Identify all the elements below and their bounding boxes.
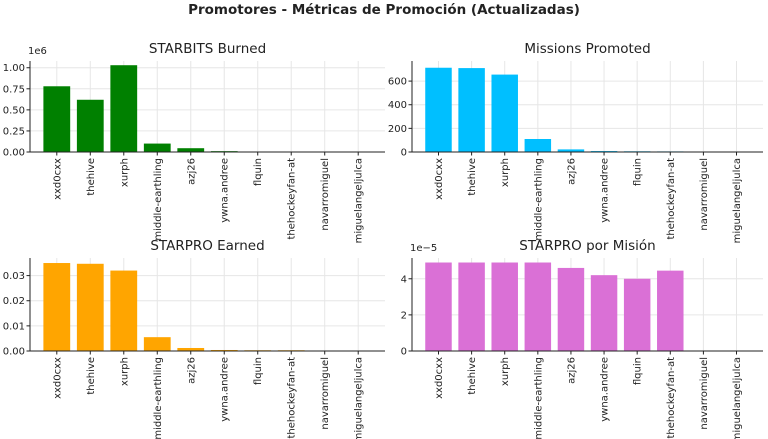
subplot-1: 0.00 0.25 0.50 0.75 1.00 xxd0cxx thehive xurph m…	[3, 41, 385, 243]
bar-xurph	[110, 65, 138, 152]
x-tick-label: thehockeyfan-at	[666, 357, 677, 439]
x-tick-label: flquin	[633, 357, 644, 385]
bar-flquin	[623, 278, 651, 351]
x-tick-label: thehive	[467, 357, 478, 395]
bar-xxd0cxx	[43, 263, 71, 351]
x-tick-label: middle-earthling	[153, 158, 164, 241]
bar-thehockeyfan-at	[657, 270, 684, 351]
subplot-title: Missions Promoted	[524, 41, 650, 57]
x-tick-label: ywna.andree	[220, 357, 231, 422]
x-tick-label: navarromiguel	[320, 158, 331, 231]
x-tick-label: azj26	[186, 158, 197, 185]
y-tick-label: 0.75	[3, 84, 25, 95]
x-tick-label: xurph	[500, 158, 511, 187]
subplot-title: STARPRO por Misión	[519, 238, 656, 254]
x-tick-label: flquin	[633, 158, 644, 186]
x-tick-label: xxd0cxx	[52, 158, 63, 200]
y-tick-label: 0	[401, 347, 407, 358]
bar-middle-earthling	[143, 337, 171, 351]
x-tick-label: azj26	[566, 158, 577, 185]
y-tick-label: 0.03	[3, 271, 25, 282]
bar-azj26	[557, 149, 585, 152]
x-tick-label: xurph	[500, 357, 511, 386]
y-tick-label: 400	[388, 100, 407, 111]
x-tick-label: xxd0cxx	[52, 357, 63, 399]
x-tick-label: azj26	[566, 357, 577, 384]
axis-offset-label: 1e−5	[410, 243, 437, 254]
x-tick-label: xxd0cxx	[434, 158, 445, 200]
x-tick-label: thehive	[86, 158, 97, 196]
x-tick-label: thehive	[86, 357, 97, 395]
y-tick-label: 0.01	[3, 321, 25, 332]
x-tick-label: thehockeyfan-at	[287, 357, 298, 439]
y-tick-label: 600	[388, 77, 407, 88]
y-tick-label: 200	[388, 124, 407, 135]
bar-azj26	[557, 267, 585, 351]
bar-azj26	[177, 148, 205, 152]
y-tick-label: 0	[401, 148, 407, 159]
bar-thehive	[458, 68, 485, 152]
x-tick-label: xurph	[119, 357, 130, 386]
x-tick-label: miguelangeljulca	[732, 357, 743, 439]
bar-middle-earthling	[143, 143, 171, 152]
x-tick-label: xxd0cxx	[434, 357, 445, 399]
bar-middle-earthling	[524, 139, 552, 152]
x-tick-label: flquin	[253, 158, 264, 186]
subplot-title: STARBITS Burned	[149, 41, 266, 57]
y-tick-label: 0.25	[3, 126, 25, 137]
bar-thehive	[76, 263, 104, 351]
x-tick-label: xurph	[119, 158, 130, 187]
bar-xxd0cxx	[425, 262, 452, 351]
bar-ywna.andree	[590, 275, 618, 351]
bar-thehive	[458, 262, 485, 351]
x-tick-label: miguelangeljulca	[732, 158, 743, 243]
y-tick-label: 2	[401, 310, 407, 321]
figure-title: Promotores - Métricas de Promoción (Actu…	[188, 2, 580, 18]
bar-azj26	[177, 347, 205, 351]
x-tick-label: thehive	[467, 158, 478, 196]
subplot-3: 0.00 0.01 0.02 0.03 xxd0cxx thehive xurph middl…	[3, 238, 385, 439]
y-tick-label: 0.50	[3, 105, 25, 116]
bar-xxd0cxx	[425, 67, 452, 152]
y-tick-label: 0.00	[3, 148, 25, 159]
x-tick-label: thehockeyfan-at	[666, 158, 677, 240]
x-tick-label: middle-earthling	[153, 357, 164, 439]
y-tick-label: 1.00	[3, 63, 25, 74]
x-tick-label: ywna.andree	[220, 158, 231, 223]
x-tick-label: ywna.andree	[600, 357, 611, 422]
x-tick-label: navarromiguel	[699, 158, 710, 231]
x-tick-label: miguelangeljulca	[354, 357, 365, 439]
x-tick-label: azj26	[186, 357, 197, 384]
x-tick-label: flquin	[253, 357, 264, 385]
bar-xurph	[491, 262, 518, 351]
x-tick-label: miguelangeljulca	[354, 158, 365, 243]
x-tick-label: thehockeyfan-at	[287, 158, 298, 240]
x-tick-label: middle-earthling	[533, 158, 544, 241]
x-tick-label: navarromiguel	[320, 357, 331, 430]
subplot-2: 0 200 400 600 xxd0cxx thehive xurph middle-eart…	[388, 41, 763, 243]
axis-offset-label: 1e6	[28, 46, 47, 57]
bar-xurph	[110, 270, 138, 351]
subplot-title: STARPRO Earned	[150, 238, 264, 254]
subplot-4: 0 2 4 xxd0cxx thehive xurph middle-earthling az…	[401, 238, 763, 439]
bar-thehive	[76, 99, 104, 152]
y-tick-label: 0.00	[3, 347, 25, 358]
x-tick-label: middle-earthling	[533, 357, 544, 439]
bar-xurph	[491, 74, 518, 152]
x-tick-label: ywna.andree	[600, 158, 611, 223]
bar-middle-earthling	[524, 262, 552, 351]
bar-ywna.andree	[210, 349, 238, 351]
bar-xxd0cxx	[43, 86, 71, 152]
y-tick-label: 4	[401, 274, 407, 285]
x-tick-label: navarromiguel	[699, 357, 710, 430]
y-tick-label: 0.02	[3, 296, 25, 307]
